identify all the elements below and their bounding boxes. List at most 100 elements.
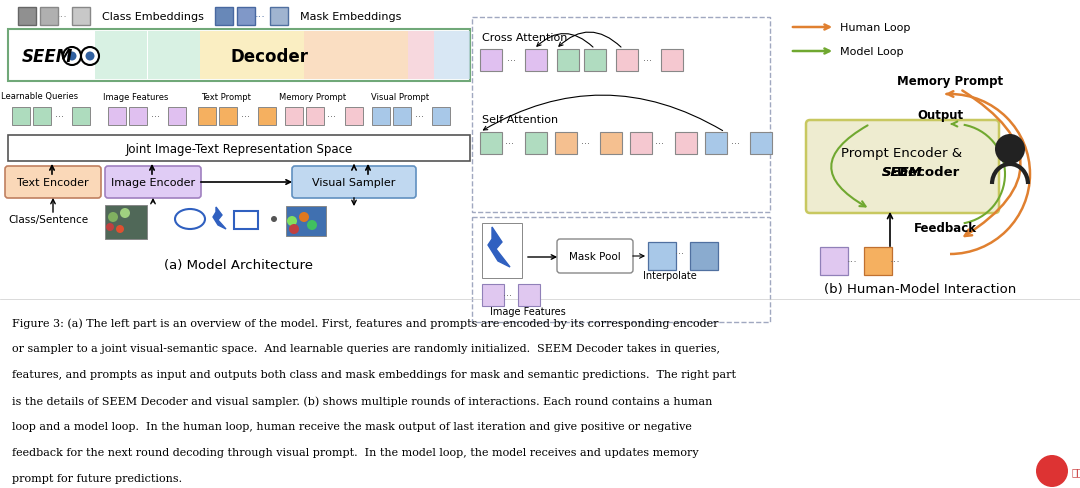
Text: ···: ··· [150, 112, 160, 122]
Bar [40, 8, 58, 26]
FancyBboxPatch shape [5, 167, 102, 199]
Text: Memory Prompt: Memory Prompt [896, 75, 1003, 88]
Bar [8, 136, 470, 162]
FancyBboxPatch shape [806, 121, 999, 214]
Ellipse shape [175, 209, 205, 229]
Text: Prompt Encoder &: Prompt Encoder & [841, 146, 962, 159]
Circle shape [116, 225, 124, 234]
Bar [434, 32, 470, 80]
Bar [648, 243, 676, 270]
Bar [482, 285, 504, 306]
Circle shape [81, 48, 99, 66]
Text: Visual Prompt: Visual Prompt [370, 92, 429, 102]
Bar [200, 32, 252, 80]
Bar [750, 133, 772, 155]
Text: Memory Prompt: Memory Prompt [280, 92, 347, 102]
Text: loop and a model loop.  In the human loop, human receive the mask output of last: loop and a model loop. In the human loop… [12, 421, 692, 431]
FancyArrowPatch shape [962, 91, 1021, 237]
Text: -Decoder: -Decoder [845, 165, 959, 178]
Text: Mask Pool: Mask Pool [569, 251, 621, 262]
Text: or sampler to a joint visual-semantic space.  And learnable queries are randomly: or sampler to a joint visual-semantic sp… [12, 343, 720, 353]
Text: ···: ··· [241, 112, 249, 122]
Bar [616, 50, 638, 72]
Bar [480, 50, 502, 72]
Text: Image Features: Image Features [104, 92, 168, 102]
Text: Learnable Queries: Learnable Queries [1, 92, 79, 102]
FancyBboxPatch shape [292, 167, 416, 199]
Text: Decoder: Decoder [231, 48, 309, 66]
Text: Interpolate: Interpolate [643, 270, 697, 281]
Bar [525, 133, 546, 155]
Bar [285, 108, 303, 126]
Polygon shape [488, 227, 510, 267]
Circle shape [1036, 455, 1068, 487]
Bar [864, 247, 892, 275]
Circle shape [85, 52, 95, 61]
Bar [345, 108, 363, 126]
Bar [372, 108, 390, 126]
Bar [518, 285, 540, 306]
Circle shape [63, 48, 81, 66]
Bar [270, 8, 288, 26]
Text: ···: ··· [675, 248, 685, 259]
Bar [408, 32, 434, 80]
Text: feedback for the next round decoding through visual prompt.  In the model loop, : feedback for the next round decoding thr… [12, 447, 699, 457]
Circle shape [307, 221, 318, 230]
Text: ···: ··· [415, 112, 423, 122]
Text: (a) Model Architecture: (a) Model Architecture [164, 258, 313, 271]
Text: Feedback: Feedback [914, 221, 976, 234]
Bar [584, 50, 606, 72]
Bar [12, 108, 30, 126]
Bar [393, 108, 411, 126]
Bar [630, 133, 652, 155]
Text: Joint Image-Text Representation Space: Joint Image-Text Representation Space [125, 142, 353, 155]
Bar [18, 8, 36, 26]
Text: Text Prompt: Text Prompt [201, 92, 251, 102]
Text: Text Encoder: Text Encoder [17, 178, 89, 187]
Text: Figure 3: (a) The left part is an overview of the model. First, features and pro: Figure 3: (a) The left part is an overvi… [12, 317, 718, 328]
Bar [472, 218, 770, 323]
Bar [820, 247, 848, 275]
Text: is the details of SEEM Decoder and visual sampler. (b) shows multiple rounds of : is the details of SEEM Decoder and visua… [12, 395, 713, 406]
Text: ···: ··· [656, 139, 664, 149]
Text: php: php [1042, 467, 1062, 475]
Bar [286, 206, 326, 237]
Polygon shape [213, 207, 226, 229]
Bar [661, 50, 683, 72]
Bar [215, 8, 233, 26]
Bar [600, 133, 622, 155]
Text: (b) Human-Model Interaction: (b) Human-Model Interaction [824, 283, 1016, 296]
Circle shape [299, 213, 309, 223]
Text: prompt for future predictions.: prompt for future predictions. [12, 473, 183, 483]
Circle shape [995, 135, 1025, 164]
Bar [33, 108, 51, 126]
Text: ···: ··· [730, 139, 740, 149]
Bar [219, 108, 237, 126]
FancyArrowPatch shape [832, 126, 867, 207]
Text: ···: ··· [890, 257, 901, 266]
Bar [675, 133, 697, 155]
Bar [482, 224, 522, 279]
Circle shape [287, 217, 297, 226]
Text: Self Attention: Self Attention [482, 115, 558, 125]
Bar [108, 108, 126, 126]
Text: Cross Attention: Cross Attention [482, 33, 567, 43]
Text: ···: ··· [581, 139, 590, 149]
Text: SEEM: SEEM [22, 48, 73, 66]
Bar [555, 133, 577, 155]
Bar [72, 108, 90, 126]
Bar [129, 108, 147, 126]
Text: Class/Sentence: Class/Sentence [8, 215, 89, 224]
Text: ···: ··· [503, 290, 513, 301]
Text: ···: ··· [643, 56, 651, 66]
Circle shape [271, 217, 276, 223]
Bar [356, 32, 408, 80]
Text: ···: ··· [327, 112, 337, 122]
Bar [72, 8, 90, 26]
Text: Mask Embeddings: Mask Embeddings [300, 12, 402, 22]
Bar [8, 30, 470, 82]
Text: ···: ··· [255, 12, 266, 22]
Text: ···: ··· [56, 12, 67, 22]
Text: Visual Sampler: Visual Sampler [312, 178, 395, 187]
Bar [198, 108, 216, 126]
